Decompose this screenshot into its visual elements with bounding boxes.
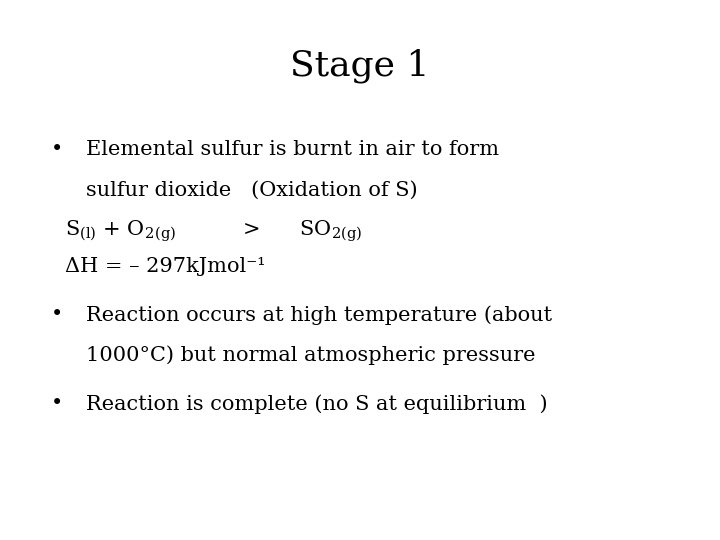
Text: Reaction is complete (no S at equilibrium  ): Reaction is complete (no S at equilibriu… xyxy=(86,394,548,414)
Text: sulfur dioxide   (Oxidation of S): sulfur dioxide (Oxidation of S) xyxy=(86,181,418,200)
Text: •: • xyxy=(50,394,63,413)
Text: 1000°C) but normal atmospheric pressure: 1000°C) but normal atmospheric pressure xyxy=(86,346,536,365)
Text: Stage 1: Stage 1 xyxy=(290,49,430,83)
Text: •: • xyxy=(50,140,63,159)
Text: •: • xyxy=(50,305,63,324)
Text: ΔH = – 297kJmol⁻¹: ΔH = – 297kJmol⁻¹ xyxy=(65,256,265,275)
Text: S$_{\mathregular{(l)}}$ + O$_{\mathregular{2}}$$_{\mathregular{ (g)}}$          : S$_{\mathregular{(l)}}$ + O$_{\mathregul… xyxy=(65,219,361,245)
Text: Elemental sulfur is burnt in air to form: Elemental sulfur is burnt in air to form xyxy=(86,140,500,159)
Text: Reaction occurs at high temperature (about: Reaction occurs at high temperature (abo… xyxy=(86,305,552,325)
